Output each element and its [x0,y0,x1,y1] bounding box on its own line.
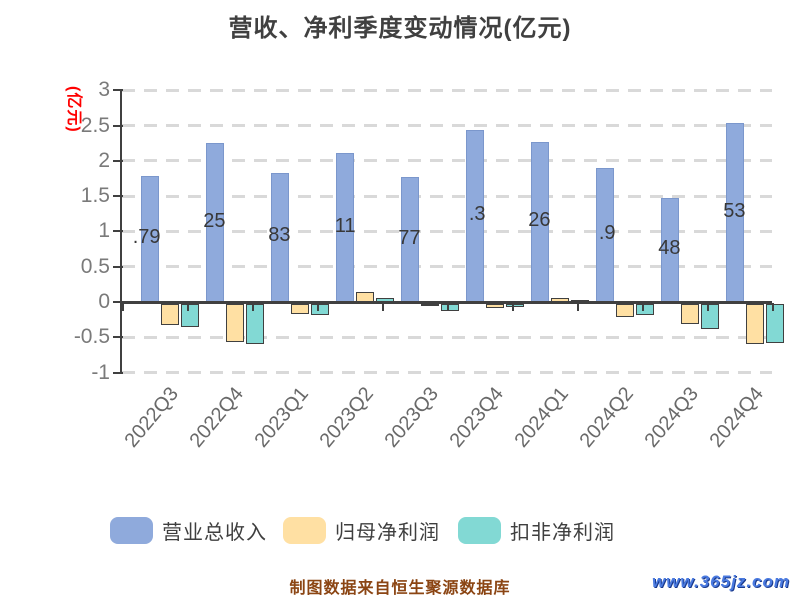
y-axis-tick [113,195,123,198]
x-category-label: 2024Q2 [575,383,639,452]
legend-label-net-profit: 归母净利润 [335,521,440,544]
gridline-y-2.5 [122,124,772,127]
y-tick-label: 1 [98,219,110,243]
y-tick-label: 0.5 [80,254,110,278]
bar [765,304,784,343]
gridline-y--0.5 [122,335,772,339]
bar-value-label: 48 [658,236,681,259]
gridline-y-1.5 [122,194,772,198]
bar [245,304,264,344]
gridline-y-3 [122,88,772,92]
gridline-y-0.5 [122,265,772,269]
y-axis-tick [113,89,123,92]
legend-item-revenue: 营业总收入 [110,514,267,546]
bar [160,304,179,326]
x-axis-tick [187,303,189,311]
bar-value-label: .79 [132,225,161,248]
x-axis-tick [577,303,579,311]
legend-swatch-revenue [110,516,153,544]
bar-value-label: 53 [723,199,746,222]
bar-value-label: .3 [468,203,486,226]
x-category-label: 2024Q4 [705,383,769,452]
bar-value-label: .9 [598,221,616,244]
bar [310,304,329,316]
bar [745,304,764,344]
legend-item-net-profit: 归母净利润 [283,514,440,546]
x-category-label: 2024Q3 [640,383,704,452]
gridline-y-1 [122,229,772,233]
x-axis-tick [707,303,709,311]
source-note: 制图数据来自恒生聚源数据库 [289,580,511,597]
legend-swatch-non-recurring-profit [458,516,501,544]
x-category-label: 2023Q1 [250,383,314,452]
bar [420,304,439,307]
y-axis-tick [113,124,123,127]
x-category-label: 2024Q1 [510,383,574,452]
y-tick-label: -0.5 [73,325,110,349]
y-axis-tick [113,159,123,162]
bar [440,304,459,312]
y-axis-tick [113,301,123,303]
bar-value-label: 26 [528,209,551,232]
y-tick-label: 2 [98,148,110,172]
legend: 营业总收入 归母净利润 扣非净利润 [0,514,800,548]
y-axis-tick [113,230,123,233]
y-tick-label: -1 [91,360,110,384]
watermark: www.365jz.com [651,572,790,591]
bar-value-label: 77 [398,226,421,249]
y-tick-label: 1.5 [80,184,110,208]
bar-value-label: 25 [203,209,226,232]
bar [290,304,309,314]
chart-title: 营收、净利季度变动情况(亿元) [228,15,572,42]
x-axis-tick [447,303,449,311]
y-tick-label: 2.5 [80,113,110,137]
x-category-label: 2023Q2 [315,383,379,452]
x-axis-tick [642,303,644,311]
bar [505,304,524,307]
x-category-label: 2022Q4 [185,383,249,452]
gridline-y--1 [122,371,772,375]
x-category-label: 2023Q4 [445,383,509,452]
legend-label-non-recurring-profit: 扣非净利润 [510,521,615,544]
x-category-label: 2022Q3 [120,383,184,452]
x-axis-tick [772,303,774,311]
y-tick-label: 3 [98,78,110,102]
bar [635,304,654,316]
x-axis-tick [512,303,514,311]
x-axis-tick [252,303,254,311]
bar [615,304,634,317]
bar [700,304,719,329]
x-axis-tick [317,303,319,311]
bar [485,304,504,309]
y-tick-label: 0 [98,290,110,313]
bar-value-label: 83 [268,224,291,247]
legend-label-revenue: 营业总收入 [162,521,267,544]
gridline-y-2 [122,159,772,163]
bar [225,304,244,343]
legend-swatch-net-profit [283,516,326,544]
x-axis-tick [382,303,384,311]
x-axis-zero-line [122,301,772,304]
bar [180,304,199,328]
y-axis-tick [113,371,123,374]
bar [680,304,699,325]
y-axis-tick [113,336,123,339]
x-axis-tick [122,303,124,311]
legend-item-non-recurring-profit: 扣非净利润 [458,514,615,546]
x-category-label: 2023Q3 [380,383,444,452]
bar-value-label: 11 [334,214,356,237]
y-axis-tick [113,265,123,268]
